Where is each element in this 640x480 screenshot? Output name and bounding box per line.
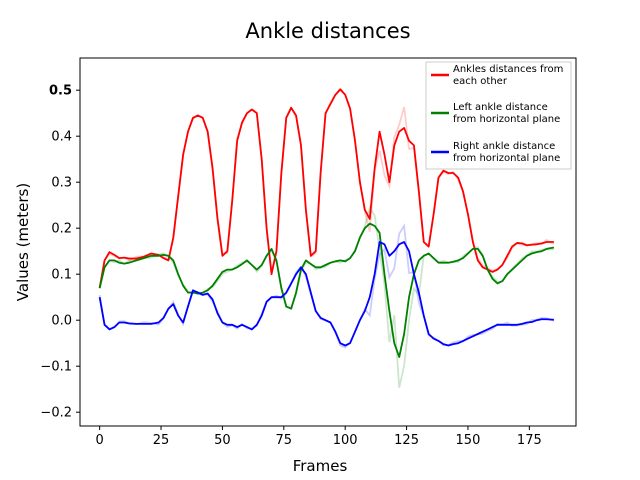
- x-tick-label: 75: [276, 433, 293, 448]
- y-tick-label: 0.4: [51, 130, 72, 145]
- x-tick-label: 100: [333, 433, 358, 448]
- y-axis-label: Values (meters): [14, 183, 32, 301]
- x-tick-label: 125: [394, 433, 419, 448]
- plot-area-frame: [79, 57, 577, 427]
- y-tick-label: 0.1: [51, 268, 72, 283]
- x-tick-label: 25: [153, 433, 170, 448]
- raw-line-left-ankle: [98, 205, 554, 388]
- x-tick-label: 175: [517, 433, 542, 448]
- x-tick-label: 50: [214, 433, 231, 448]
- y-tick-label: −0.2: [40, 406, 72, 421]
- y-tick-label: 0.3: [51, 176, 72, 191]
- x-axis-ticks: 0 25 50 75 100 125 150 175: [96, 426, 542, 448]
- chart-title: Ankle distances: [245, 19, 410, 43]
- smoothed-series-layer: [98, 88, 555, 358]
- x-axis-label: Frames: [293, 457, 348, 475]
- y-tick-label: 0.2: [51, 222, 72, 237]
- legend-label-left-ankle: Left ankle distance from horizontal plane: [453, 102, 560, 125]
- x-tick-label: 150: [456, 433, 481, 448]
- legend: Ankles distances from each other Left ank…: [425, 61, 572, 170]
- series-line-right-ankle: [98, 241, 554, 347]
- legend-box: [425, 61, 572, 170]
- series-line-ankles-apart: [98, 88, 554, 289]
- x-tick-label: 0: [96, 433, 104, 448]
- series-line-left-ankle: [98, 222, 555, 358]
- legend-label-ankles-apart: Ankles distances from each other: [453, 64, 563, 87]
- y-tick-label: 0.5: [49, 84, 72, 99]
- y-tick-label: −0.1: [40, 360, 72, 375]
- y-tick-label: 0.0: [51, 314, 72, 329]
- y-axis-ticks: −0.2 −0.1 0.0 0.1 0.2 0.3 0.4 0.5: [40, 84, 80, 421]
- legend-label-right-ankle: Right ankle distance from horizontal plan…: [453, 141, 560, 164]
